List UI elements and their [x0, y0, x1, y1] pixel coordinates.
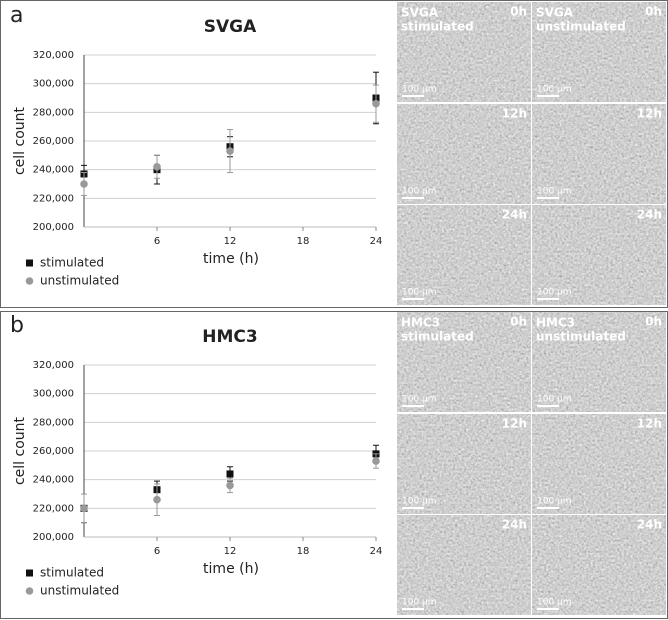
micrograph: [532, 312, 666, 412]
time-label: 12h: [502, 107, 527, 121]
time-label: 24h: [637, 208, 662, 222]
column-label: unstimulated: [536, 20, 626, 34]
column-label: SVGA: [401, 6, 439, 20]
x-axis-label: time (h): [203, 561, 259, 577]
y-tick-label: 240,000: [33, 475, 74, 486]
time-label: 24h: [637, 518, 662, 532]
y-tick-label: 260,000: [33, 446, 74, 457]
time-label: 12h: [637, 417, 662, 431]
scale-bar-label: 100 µm: [402, 187, 437, 197]
y-axis-label: cell count: [12, 416, 28, 485]
column-label: stimulated: [401, 20, 474, 34]
y-tick-label: 280,000: [33, 107, 74, 118]
y-tick-label: 200,000: [33, 532, 74, 543]
y-tick-label: 260,000: [33, 136, 74, 147]
micrograph: [397, 414, 531, 514]
legend-label: unstimulated: [40, 584, 119, 598]
scale-bar-label: 100 µm: [402, 598, 437, 608]
y-tick-label: 320,000: [33, 50, 74, 61]
legend-marker: [25, 277, 34, 285]
legend-marker: [26, 569, 33, 577]
scale-bar-label: 100 µm: [537, 288, 572, 298]
panel-label: b: [10, 313, 24, 338]
column-label: HMC3: [536, 316, 575, 330]
x-tick-label: 24: [370, 546, 383, 557]
time-label: 24h: [502, 518, 527, 532]
micrograph: [532, 2, 666, 102]
y-tick-label: 240,000: [33, 165, 74, 176]
micrograph: [397, 205, 531, 305]
point: [226, 147, 234, 155]
chart-title: HMC3: [202, 327, 257, 347]
y-tick-label: 320,000: [33, 360, 74, 371]
micrograph: [532, 104, 666, 204]
scale-bar-label: 100 µm: [402, 395, 437, 405]
y-tick-label: 300,000: [33, 79, 74, 90]
scale-bar-label: 100 µm: [537, 187, 572, 197]
x-tick-label: 12: [224, 546, 237, 557]
x-tick-label: 6: [154, 546, 160, 557]
legend-label: stimulated: [40, 566, 104, 580]
x-axis-label: time (h): [203, 251, 259, 267]
scale-bar-label: 100 µm: [537, 497, 572, 507]
micrograph: [532, 515, 666, 615]
time-label: 0h: [645, 315, 662, 329]
scale-bar-label: 100 µm: [402, 288, 437, 298]
x-tick-label: 12: [224, 236, 237, 247]
panel-label: a: [10, 3, 23, 28]
point: [226, 481, 234, 490]
micrograph: [397, 2, 531, 102]
legend-marker: [25, 587, 34, 595]
y-tick-label: 220,000: [33, 193, 74, 204]
point: [372, 457, 380, 465]
column-label: unstimulated: [536, 330, 626, 344]
x-tick-label: 6: [154, 236, 160, 247]
y-tick-label: 220,000: [33, 503, 74, 514]
point: [80, 180, 88, 188]
scale-bar-label: 100 µm: [402, 85, 437, 95]
legend-marker: [26, 259, 33, 267]
micrograph: [397, 104, 531, 204]
time-label: 24h: [502, 208, 527, 222]
time-label: 12h: [637, 107, 662, 121]
y-tick-label: 280,000: [33, 417, 74, 428]
time-label: 0h: [510, 5, 527, 19]
scale-bar-label: 100 µm: [537, 85, 572, 95]
column-label: stimulated: [401, 330, 474, 344]
micrograph: [397, 312, 531, 412]
scale-bar-label: 100 µm: [402, 497, 437, 507]
point: [153, 163, 161, 171]
scale-bar-label: 100 µm: [537, 395, 572, 405]
scale-bar-label: 100 µm: [537, 598, 572, 608]
x-tick-label: 18: [297, 546, 310, 557]
x-tick-label: 24: [370, 236, 383, 247]
point: [80, 504, 88, 513]
y-tick-label: 300,000: [33, 389, 74, 400]
point: [226, 470, 234, 478]
time-label: 12h: [502, 417, 527, 431]
legend-label: stimulated: [40, 256, 104, 270]
point: [372, 99, 380, 108]
y-axis-label: cell count: [12, 106, 28, 175]
column-label: SVGA: [536, 6, 574, 20]
time-label: 0h: [645, 5, 662, 19]
legend-label: unstimulated: [40, 274, 119, 288]
y-tick-label: 200,000: [33, 222, 74, 233]
point: [153, 495, 161, 504]
chart-title: SVGA: [204, 17, 257, 37]
time-label: 0h: [510, 315, 527, 329]
micrograph: [532, 205, 666, 305]
column-label: HMC3: [401, 316, 440, 330]
micrograph: [397, 515, 531, 615]
x-tick-label: 18: [297, 236, 310, 247]
micrograph: [532, 414, 666, 514]
